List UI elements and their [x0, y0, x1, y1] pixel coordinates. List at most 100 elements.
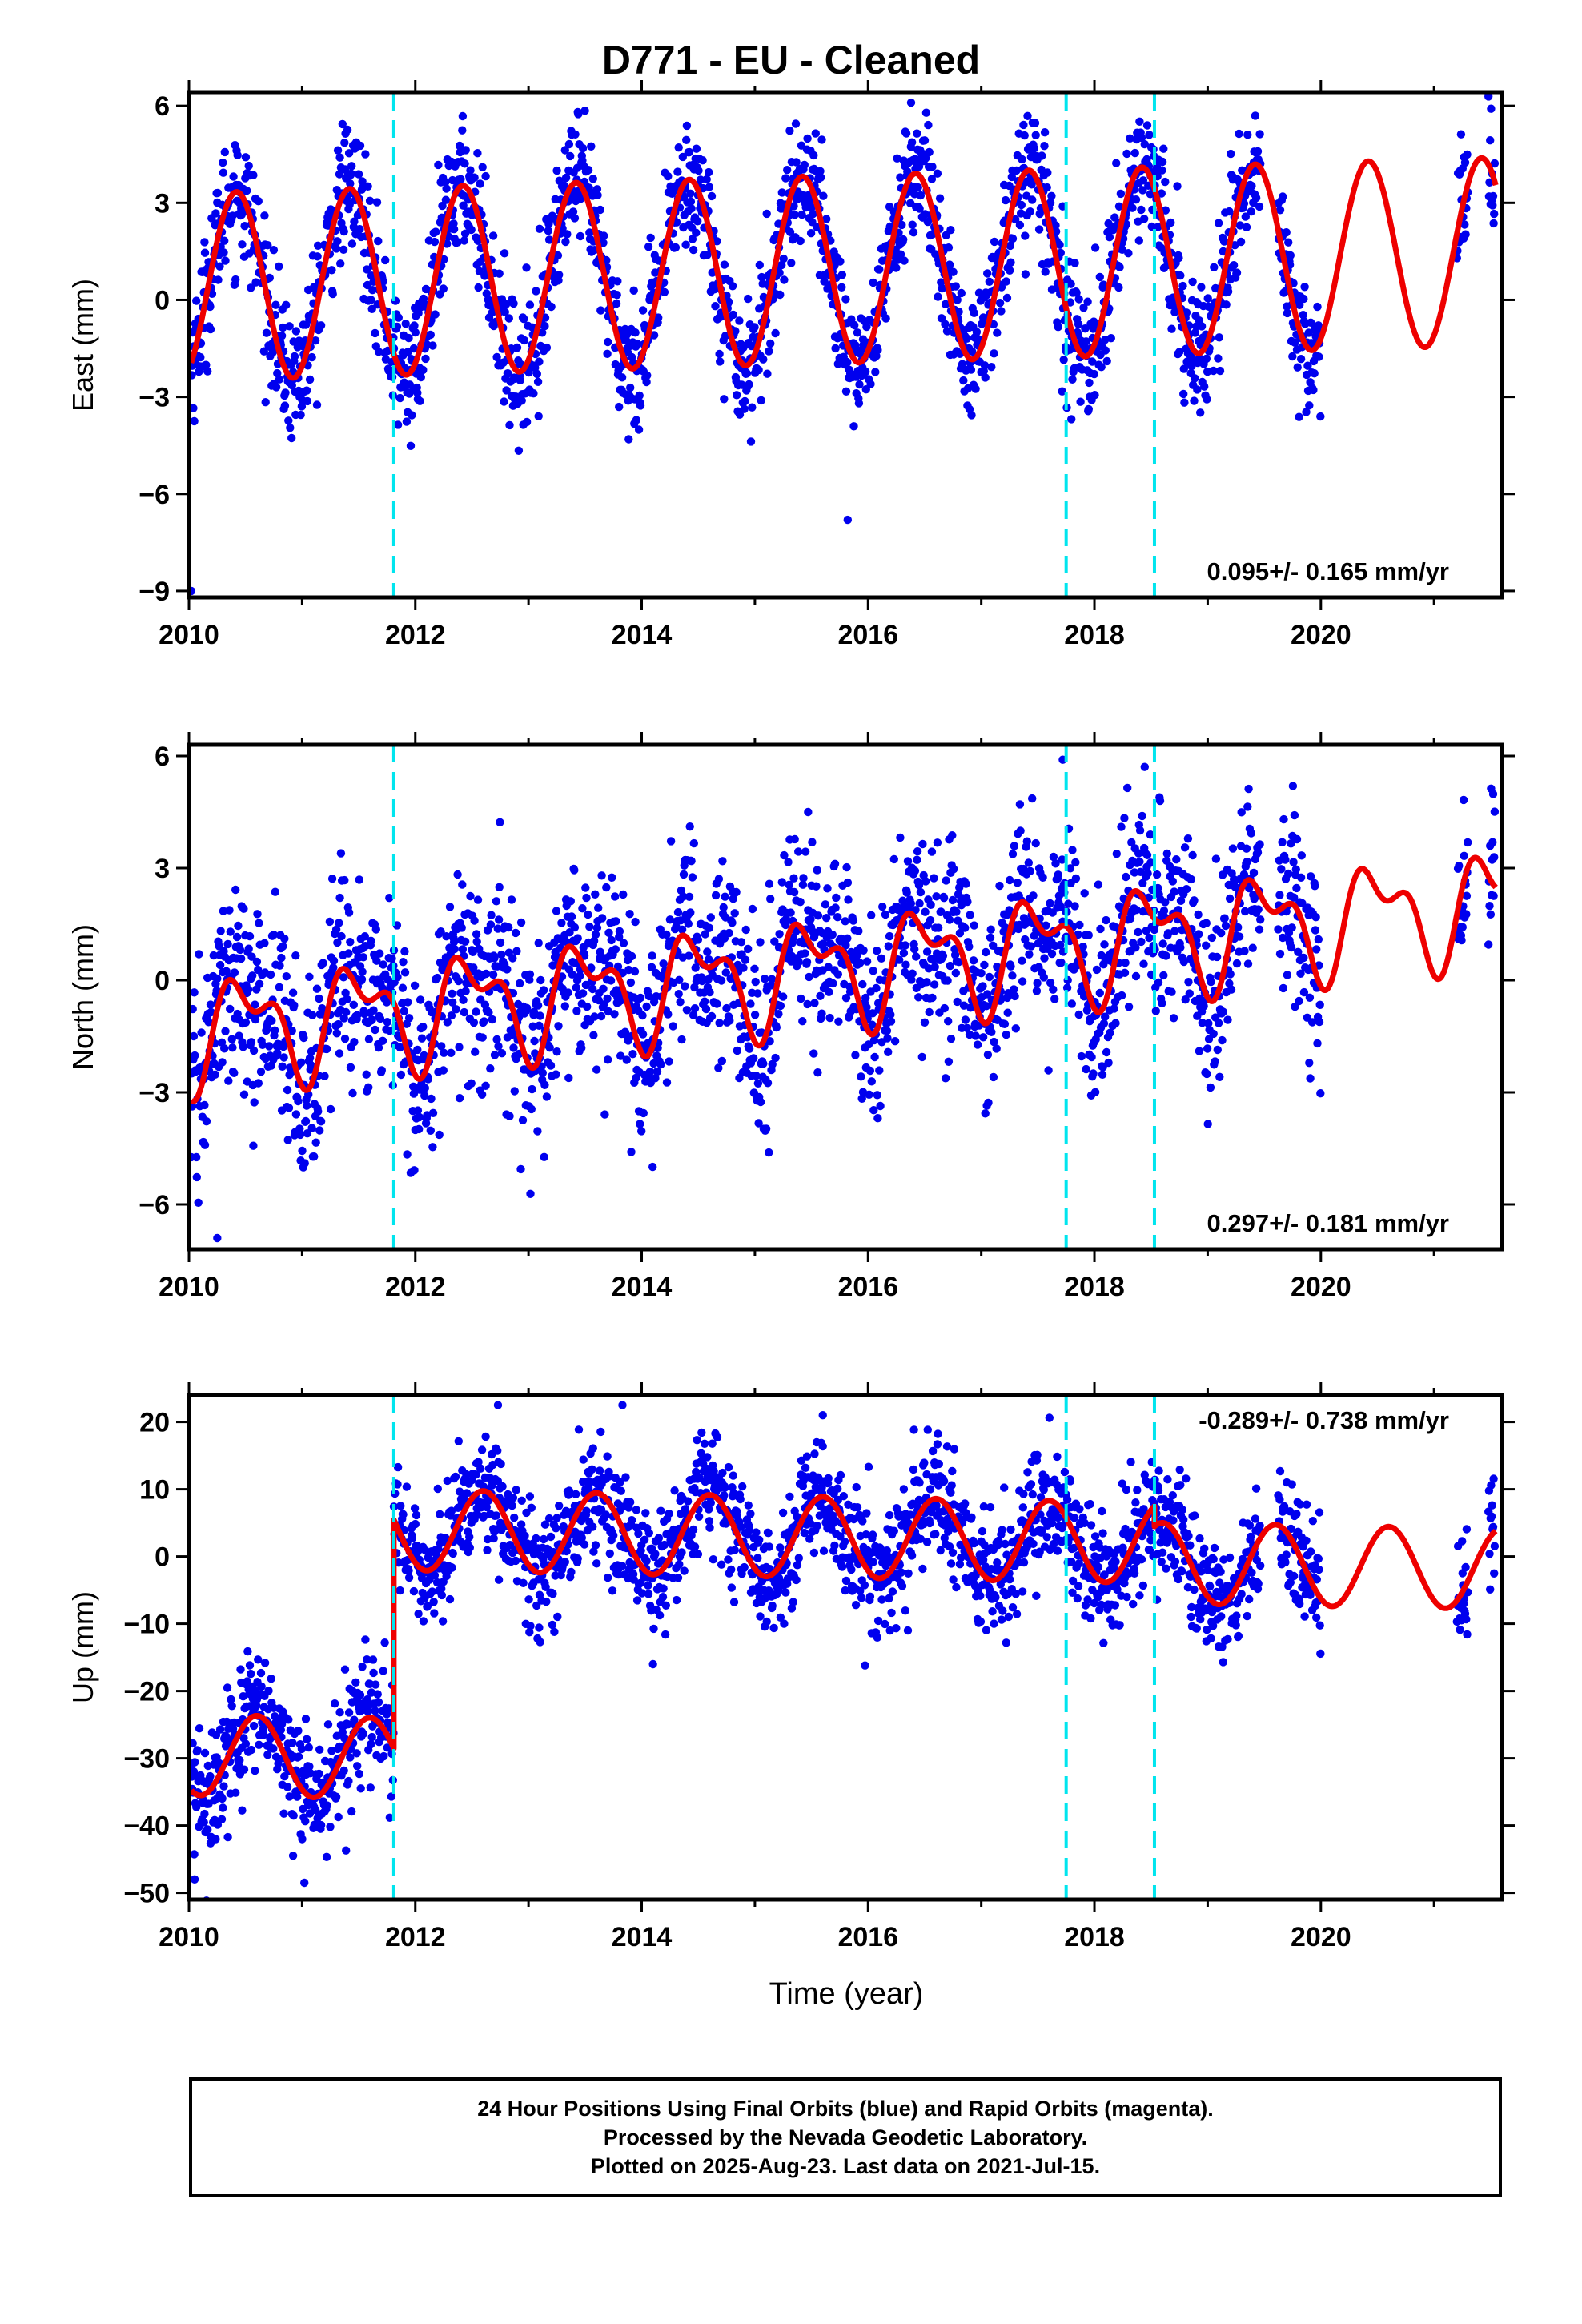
- data-point: [469, 1018, 479, 1027]
- data-point: [849, 422, 858, 431]
- data-point: [1067, 999, 1077, 1008]
- data-point: [203, 1825, 212, 1834]
- data-point: [447, 1011, 456, 1020]
- data-point: [785, 127, 794, 135]
- data-point: [1031, 838, 1040, 848]
- data-point: [472, 937, 481, 947]
- data-point: [875, 265, 884, 274]
- data-point: [1047, 285, 1057, 294]
- data-point: [1176, 943, 1185, 952]
- data-point: [393, 420, 403, 429]
- data-point: [1311, 926, 1320, 935]
- data-point: [305, 1054, 315, 1063]
- data-point: [200, 1140, 210, 1149]
- data-point: [1196, 408, 1205, 417]
- data-point: [542, 343, 552, 352]
- data-point: [662, 1078, 672, 1087]
- data-point: [244, 944, 253, 953]
- data-point: [810, 999, 819, 1007]
- data-point: [493, 962, 502, 971]
- data-point: [340, 1665, 350, 1674]
- data-point: [1021, 270, 1030, 279]
- data-point: [766, 895, 775, 903]
- data-point: [1118, 991, 1126, 1000]
- data-point: [540, 1152, 548, 1162]
- data-point: [380, 1638, 389, 1647]
- data-point: [1274, 925, 1283, 934]
- data-point: [440, 1048, 448, 1058]
- data-point: [632, 339, 642, 348]
- data-point: [1220, 914, 1229, 923]
- data-point: [546, 1061, 556, 1070]
- data-point: [913, 183, 922, 192]
- data-point: [940, 1003, 950, 1013]
- data-point: [802, 958, 812, 967]
- data-point: [833, 913, 842, 922]
- data-point: [930, 963, 939, 971]
- data-point: [359, 953, 368, 962]
- data-point: [1002, 293, 1012, 303]
- data-point: [500, 397, 508, 406]
- data-point: [420, 1084, 429, 1092]
- data-point: [360, 932, 369, 941]
- data-point: [765, 1037, 774, 1046]
- data-point: [245, 1661, 255, 1670]
- data-point: [563, 230, 572, 239]
- data-point: [344, 1708, 354, 1717]
- data-point: [740, 404, 749, 413]
- data-point: [428, 341, 437, 350]
- data-point: [530, 1036, 539, 1046]
- data-point: [570, 866, 579, 875]
- data-point: [401, 320, 410, 328]
- data-point: [298, 1835, 307, 1844]
- data-point: [1046, 198, 1055, 207]
- data-point: [192, 1172, 201, 1182]
- data-point: [467, 1079, 476, 1088]
- data-point: [741, 955, 750, 964]
- data-point: [538, 1068, 547, 1077]
- data-point: [619, 890, 628, 899]
- data-point: [458, 880, 467, 889]
- data-point: [368, 1655, 378, 1664]
- data-point: [1002, 277, 1011, 286]
- data-point: [876, 1101, 885, 1111]
- data-point: [428, 1143, 437, 1152]
- data-point: [1182, 308, 1191, 317]
- data-point: [631, 328, 640, 337]
- data-point: [1170, 927, 1179, 935]
- data-point: [1293, 363, 1302, 372]
- data-point: [705, 923, 714, 932]
- data-point: [254, 1079, 263, 1088]
- data-point: [361, 1635, 370, 1644]
- data-point: [357, 975, 367, 984]
- data-point: [307, 1060, 315, 1070]
- data-point: [1255, 202, 1264, 211]
- data-point: [374, 236, 383, 246]
- data-point: [335, 893, 344, 903]
- data-point: [684, 919, 693, 928]
- data-point: [941, 1074, 950, 1083]
- data-point: [364, 1035, 374, 1043]
- data-point: [753, 1079, 763, 1088]
- data-point: [816, 991, 825, 1001]
- data-point: [1030, 119, 1040, 127]
- data-point: [409, 344, 419, 353]
- data-point: [659, 959, 668, 968]
- data-point: [1011, 215, 1020, 224]
- data-point: [965, 942, 974, 951]
- data-point: [482, 969, 491, 979]
- data-point: [192, 296, 201, 305]
- data-point: [577, 1043, 586, 1052]
- data-point: [986, 925, 995, 934]
- data-point: [953, 296, 962, 304]
- data-point: [1094, 880, 1103, 889]
- y-tick-label: 3: [155, 188, 170, 219]
- data-point: [496, 938, 505, 947]
- data-point: [191, 1758, 199, 1767]
- data-point: [803, 134, 812, 143]
- data-point: [220, 147, 229, 157]
- data-point: [416, 396, 424, 405]
- data-point: [297, 1744, 307, 1754]
